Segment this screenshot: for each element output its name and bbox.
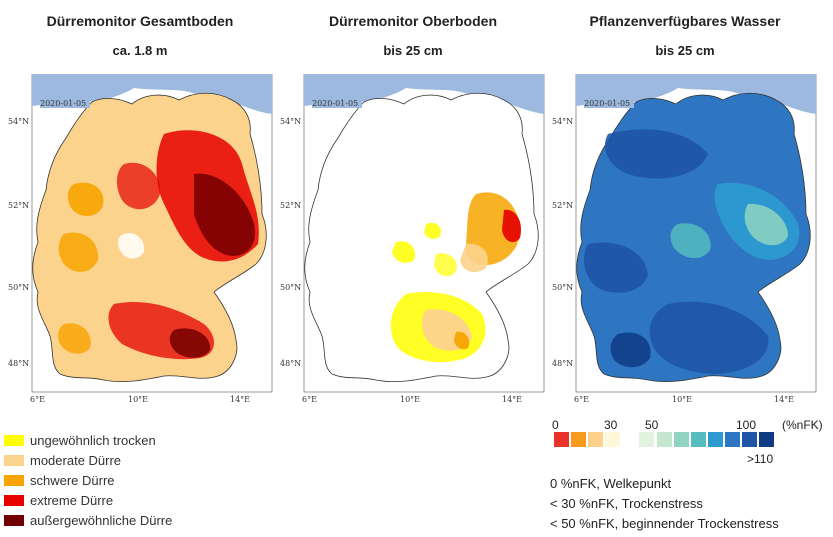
water-patches bbox=[583, 129, 800, 374]
lon-label-14: 14°E bbox=[774, 395, 794, 404]
lat-label-50: 50°N bbox=[280, 283, 301, 292]
legend-item-schwere-duerre: schwere Dürre bbox=[4, 470, 172, 490]
scale-tick-110: >110 bbox=[747, 452, 774, 466]
lon-label-14: 14°E bbox=[230, 395, 250, 404]
lon-label-6: 6°E bbox=[30, 395, 45, 404]
date-label-2: 2020-01-05 bbox=[312, 99, 358, 108]
lat-label-54: 54°N bbox=[280, 117, 301, 126]
lon-label-10: 10°E bbox=[128, 395, 148, 404]
legend-item-aussergewoehnliche-duerre: außergewöhnliche Dürre bbox=[4, 510, 172, 530]
date-label-3: 2020-01-05 bbox=[584, 99, 630, 108]
note-trockenstress: < 30 %nFK, Trockenstress bbox=[550, 496, 703, 511]
scale-cell bbox=[554, 432, 569, 447]
scale-cell bbox=[605, 432, 621, 447]
legend-swatch bbox=[4, 454, 24, 466]
drought-patches bbox=[57, 130, 259, 360]
lat-label-48: 48°N bbox=[8, 359, 29, 368]
date-label-1: 2020-01-05 bbox=[40, 99, 86, 108]
scale-cell bbox=[639, 432, 655, 447]
legend-swatch bbox=[4, 494, 24, 506]
scale-cell bbox=[742, 432, 758, 447]
scale-cell bbox=[690, 432, 706, 447]
legend-swatch bbox=[4, 434, 24, 446]
lon-label-6: 6°E bbox=[302, 395, 317, 404]
germany-land bbox=[304, 92, 539, 383]
panel-subtitle-1: ca. 1.8 m bbox=[112, 43, 168, 58]
note-welkepunkt: 0 %nFK, Welkepunkt bbox=[550, 476, 672, 491]
scale-tick-100: 100 bbox=[736, 418, 757, 432]
sea-area bbox=[32, 74, 272, 114]
scale-cell bbox=[622, 432, 638, 447]
scale-cell bbox=[673, 432, 689, 447]
legend-swatch bbox=[4, 474, 24, 486]
scale-cell bbox=[571, 432, 587, 447]
lat-label-52: 52°N bbox=[8, 201, 29, 210]
panel-title-1: Dürremonitor Gesamtboden bbox=[46, 13, 234, 29]
lon-label-6: 6°E bbox=[574, 395, 589, 404]
panel-title-2: Dürremonitor Oberboden bbox=[328, 13, 497, 29]
lat-label-50: 50°N bbox=[552, 283, 573, 292]
scale-cell bbox=[656, 432, 672, 447]
scale-tick-0: 0 bbox=[552, 418, 559, 432]
scale-tick-50: 50 bbox=[645, 418, 659, 432]
legend-label: extreme Dürre bbox=[30, 492, 114, 508]
nfk-color-scale: 0 30 50 100 (%nFK) >110 bbox=[550, 418, 830, 468]
scale-cell bbox=[588, 432, 604, 447]
scale-unit: (%nFK) bbox=[782, 418, 823, 432]
panel-subtitle-3: bis 25 cm bbox=[655, 43, 715, 58]
scale-cells bbox=[554, 432, 776, 447]
lon-label-10: 10°E bbox=[400, 395, 420, 404]
lat-label-48: 48°N bbox=[280, 359, 301, 368]
sea-area bbox=[304, 74, 544, 114]
note-beginnender-trockenstress: < 50 %nFK, beginnender Trockenstress bbox=[550, 516, 779, 531]
legend-swatch bbox=[4, 514, 24, 526]
legend-item-ungewoehnlich-trocken: ungewöhnlich trocken bbox=[4, 430, 172, 450]
drought-patches bbox=[390, 192, 522, 363]
lat-label-48: 48°N bbox=[552, 359, 573, 368]
scale-cell bbox=[724, 432, 740, 447]
lon-label-10: 10°E bbox=[672, 395, 692, 404]
scale-cell bbox=[759, 432, 775, 447]
legend-label: außergewöhnliche Dürre bbox=[30, 512, 173, 528]
lat-label-52: 52°N bbox=[552, 201, 573, 210]
legend-item-moderate-duerre: moderate Dürre bbox=[4, 450, 172, 470]
legend-label: schwere Dürre bbox=[30, 472, 115, 488]
legend-label: ungewöhnlich trocken bbox=[30, 432, 156, 448]
scale-tick-30: 30 bbox=[604, 418, 618, 432]
lat-label-54: 54°N bbox=[552, 117, 573, 126]
lon-label-14: 14°E bbox=[502, 395, 522, 404]
map-oberboden: 2020-01-05 54°N 52°N 50°N 48°N 6°E 10°E … bbox=[276, 74, 545, 404]
map-pflanzenverfuegbares-wasser: 2020-01-05 54°N 52°N 50°N 48°N 6°E 10°E … bbox=[548, 74, 817, 404]
legend-label: moderate Dürre bbox=[30, 452, 122, 468]
lat-label-52: 52°N bbox=[280, 201, 301, 210]
nfk-notes: 0 %nFK, Welkepunkt < 30 %nFK, Trockenstr… bbox=[550, 474, 779, 534]
lat-label-50: 50°N bbox=[8, 283, 29, 292]
drought-legend: ungewöhnlich trocken moderate Dürre schw… bbox=[4, 430, 172, 530]
panel-title-3: Pflanzenverfügbares Wasser bbox=[589, 13, 781, 29]
sea-area bbox=[576, 74, 816, 114]
legend-item-extreme-duerre: extreme Dürre bbox=[4, 490, 172, 510]
panel-subtitle-2: bis 25 cm bbox=[383, 43, 443, 58]
map-gesamtboden: 2020-01-05 54°N 52°N 50°N 48°N 6°E 10°E … bbox=[4, 74, 273, 404]
scale-cell bbox=[707, 432, 723, 447]
lat-label-54: 54°N bbox=[8, 117, 29, 126]
